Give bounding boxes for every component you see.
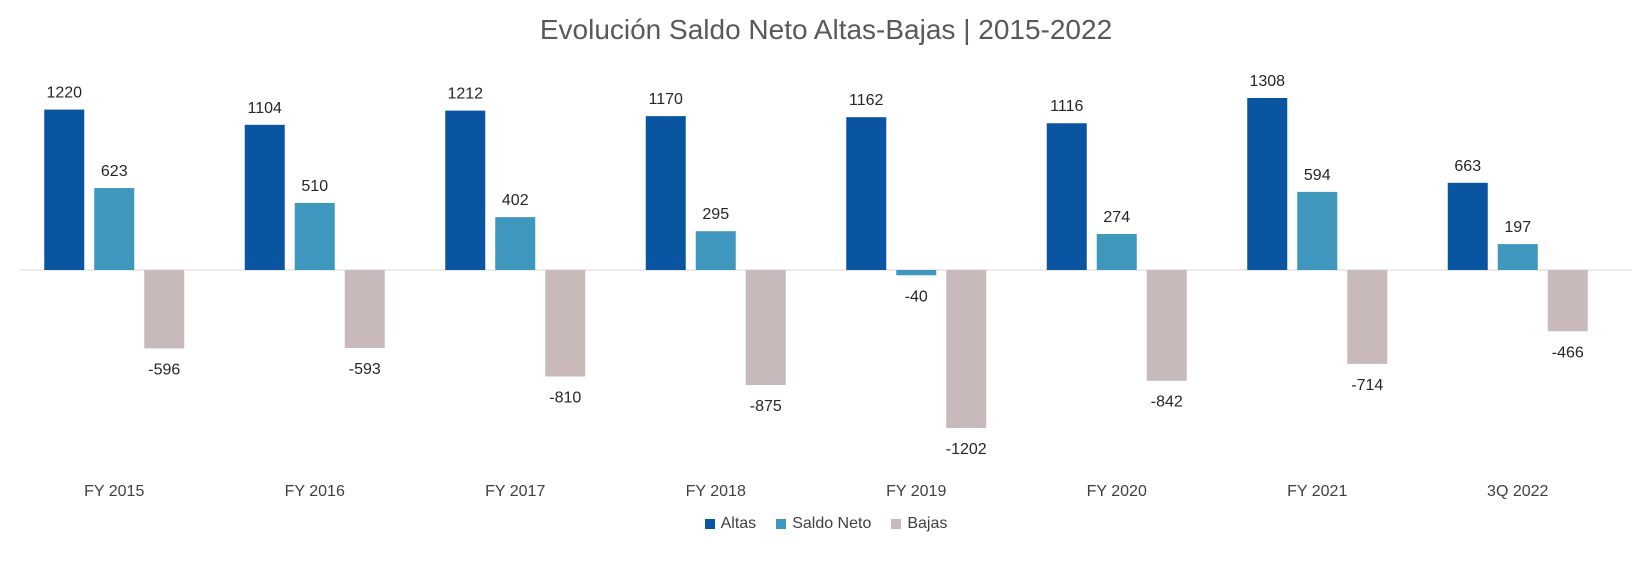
legend-swatch <box>776 519 787 529</box>
data-label-saldo-neto-7: 197 <box>1504 219 1531 236</box>
legend-swatch <box>891 519 902 529</box>
legend-label: Altas <box>720 515 757 532</box>
bar-bajas-2 <box>545 270 586 377</box>
data-label-bajas-2: -810 <box>549 390 581 407</box>
category-label-1: FY 2016 <box>285 483 345 500</box>
category-label-7: 3Q 2022 <box>1487 483 1548 500</box>
category-label-0: FY 2015 <box>84 483 144 500</box>
data-label-bajas-0: -596 <box>148 361 180 378</box>
bar-altas-3 <box>645 116 686 271</box>
category-label-6: FY 2021 <box>1287 483 1347 500</box>
bar-altas-4 <box>846 117 887 271</box>
legend-item-altas: Altas <box>704 515 757 533</box>
legend-label: Saldo Neto <box>792 515 872 532</box>
data-label-altas-7: 663 <box>1454 158 1481 175</box>
bar-bajas-3 <box>745 270 786 386</box>
category-label-3: FY 2018 <box>686 483 746 500</box>
data-label-saldo-neto-3: 295 <box>702 206 729 223</box>
category-labels: FY 2015 FY 2016 FY 2017 FY 2018 FY 2019 FY 20… <box>84 483 1548 500</box>
legend: Altas Saldo Neto Bajas <box>0 515 1652 533</box>
data-label-bajas-5: -842 <box>1151 394 1183 411</box>
bar-bajas-4 <box>946 270 987 429</box>
bar-bajas-6 <box>1347 270 1388 364</box>
bar-altas-0 <box>44 109 85 270</box>
legend-label: Bajas <box>907 515 948 532</box>
data-label-saldo-neto-2: 402 <box>502 192 529 209</box>
category-label-5: FY 2020 <box>1087 483 1147 500</box>
bar-altas-2 <box>445 110 486 270</box>
data-label-altas-1: 1104 <box>248 100 283 117</box>
legend-item-saldo-neto: Saldo Neto <box>776 515 871 533</box>
data-label-saldo-neto-1: 510 <box>301 178 328 195</box>
data-label-altas-3: 1170 <box>649 91 684 108</box>
bar-bajas-1 <box>344 270 385 348</box>
bar-bajas-5 <box>1146 270 1187 381</box>
bar-altas-6 <box>1247 97 1288 270</box>
bars-layer <box>44 97 1588 429</box>
bar-saldo-neto-0 <box>94 188 135 270</box>
data-label-bajas-1: -593 <box>349 361 381 378</box>
data-label-altas-0: 1220 <box>46 85 82 102</box>
bar-saldo-neto-6 <box>1297 191 1338 270</box>
data-label-altas-4: 1162 <box>849 92 884 109</box>
data-label-bajas-3: -875 <box>750 398 782 415</box>
data-label-altas-5: 1116 <box>1050 98 1083 115</box>
bar-bajas-7 <box>1547 270 1588 332</box>
bar-altas-5 <box>1046 123 1087 270</box>
bar-saldo-neto-4 <box>896 270 937 276</box>
data-label-saldo-neto-5: 274 <box>1103 209 1130 226</box>
data-label-bajas-7: -466 <box>1552 344 1584 361</box>
labels-layer: 1220 623 -596 1104 510 -593 1212 402 -810 1170 295… <box>46 73 1583 458</box>
bar-saldo-neto-2 <box>495 217 536 270</box>
bar-bajas-0 <box>144 270 185 349</box>
bar-saldo-neto-7 <box>1497 244 1538 270</box>
bar-altas-7 <box>1447 182 1488 270</box>
bar-saldo-neto-3 <box>695 231 736 270</box>
data-label-altas-6: 1308 <box>1249 73 1285 90</box>
data-label-saldo-neto-4: -40 <box>905 288 928 305</box>
legend-item-bajas: Bajas <box>891 515 947 533</box>
data-label-bajas-6: -714 <box>1351 377 1383 394</box>
category-label-2: FY 2017 <box>485 483 545 500</box>
chart-title: Evolución Saldo Neto Altas-Bajas | 2015-… <box>539 14 1113 45</box>
data-label-altas-2: 1212 <box>447 86 483 103</box>
bar-altas-1 <box>244 124 285 270</box>
legend-swatch <box>704 519 715 529</box>
data-label-saldo-neto-0: 623 <box>101 163 128 180</box>
category-label-4: FY 2019 <box>886 483 946 500</box>
bar-saldo-neto-5 <box>1096 233 1137 270</box>
bar-saldo-neto-1 <box>294 202 335 270</box>
data-label-bajas-4: -1202 <box>946 441 987 458</box>
data-label-saldo-neto-6: 594 <box>1304 167 1331 184</box>
